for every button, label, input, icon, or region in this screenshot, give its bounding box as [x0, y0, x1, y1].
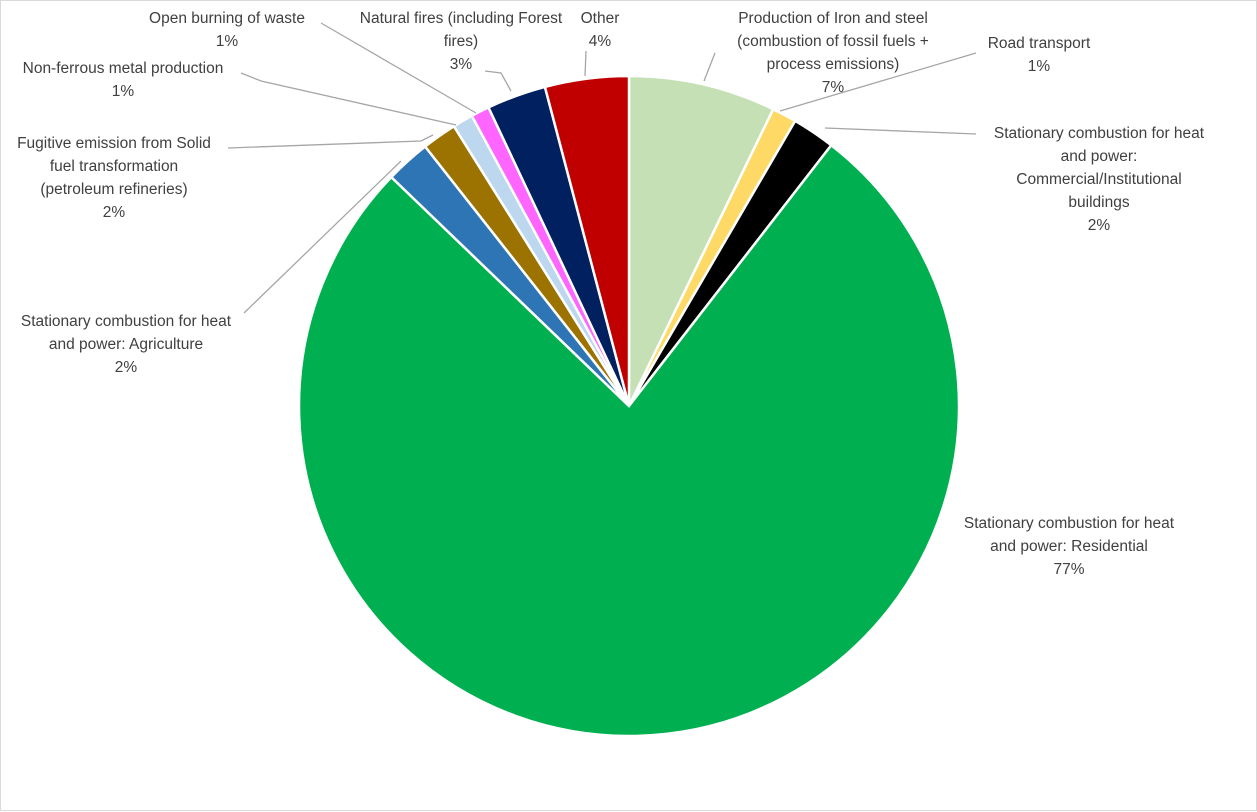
data-label-fugitive-emission: Fugitive emission from Solid fuel transfo…	[17, 135, 211, 221]
data-label-line: Road transport	[988, 35, 1091, 52]
data-label-percent: 3%	[450, 56, 473, 73]
leader-line-iron-steel	[703, 52, 716, 82]
data-label-percent: 4%	[589, 33, 612, 50]
data-label-line: (petroleum refineries)	[40, 181, 187, 198]
data-label-percent: 77%	[1053, 561, 1084, 578]
data-label-commercial-institutional: Stationary combustion for heat and power:…	[994, 125, 1205, 234]
leader-line-other	[584, 50, 587, 77]
data-label-line: and power: Residential	[990, 538, 1148, 555]
data-label-percent: 2%	[115, 359, 138, 376]
data-label-non-ferrous-metal: Non-ferrous metal production 1%	[23, 60, 224, 100]
data-label-natural-fires: Natural fires (including Forest fires) 3%	[360, 10, 563, 73]
data-label-line: (combustion of fossil fuels +	[737, 33, 929, 50]
leader-line-natural-fires	[484, 70, 512, 92]
data-label-line: Other	[581, 10, 620, 27]
data-label-percent: 7%	[822, 79, 845, 96]
leader-lines	[227, 22, 977, 314]
pie-slice-residential	[297, 143, 961, 738]
data-label-line: Non-ferrous metal production	[23, 60, 224, 77]
data-label-line: and power:	[1061, 148, 1138, 165]
leader-line-non-ferrous-metal	[240, 72, 457, 126]
data-label-line: fires)	[444, 33, 478, 50]
data-label-percent: 1%	[112, 83, 135, 100]
data-label-agriculture: Stationary combustion for heat and power:…	[21, 313, 232, 376]
data-label-percent: 1%	[216, 33, 239, 50]
leader-line-open-burning-waste	[320, 22, 477, 114]
data-label-percent: 2%	[1088, 217, 1111, 234]
data-label-percent: 1%	[1028, 58, 1051, 75]
pie-slices	[297, 74, 961, 738]
pie-slice-iron-steel	[627, 74, 775, 407]
data-label-line: Fugitive emission from Solid	[17, 135, 211, 152]
data-label-line: Open burning of waste	[149, 10, 305, 27]
data-label-line: buildings	[1068, 194, 1129, 211]
leader-line-fugitive-emission	[227, 134, 434, 149]
data-label-other: Other 4%	[581, 10, 620, 50]
data-label-line: process emissions)	[767, 56, 900, 73]
data-label-iron-steel: Production of Iron and steel (combustion …	[737, 10, 929, 96]
data-label-line: Stationary combustion for heat	[21, 313, 232, 330]
pie-slice-other	[543, 74, 631, 407]
leader-line-agriculture	[243, 160, 402, 314]
data-label-line: Stationary combustion for heat	[964, 515, 1175, 532]
data-label-percent: 2%	[103, 204, 126, 221]
data-label-road-transport: Road transport 1%	[988, 35, 1091, 75]
data-labels: Production of Iron and steel (combustion …	[17, 10, 1205, 578]
data-label-line: Commercial/Institutional	[1016, 171, 1181, 188]
data-label-line: Stationary combustion for heat	[994, 125, 1205, 142]
data-label-line: and power: Agriculture	[49, 336, 203, 353]
data-label-open-burning-waste: Open burning of waste 1%	[149, 10, 305, 50]
leader-line-road-transport	[779, 52, 977, 112]
data-label-line: Production of Iron and steel	[738, 10, 928, 27]
data-label-line: fuel transformation	[50, 158, 178, 175]
leader-line-commercial-institutional	[824, 127, 977, 135]
data-label-line: Natural fires (including Forest	[360, 10, 563, 27]
data-label-residential: Stationary combustion for heat and power:…	[964, 515, 1175, 578]
